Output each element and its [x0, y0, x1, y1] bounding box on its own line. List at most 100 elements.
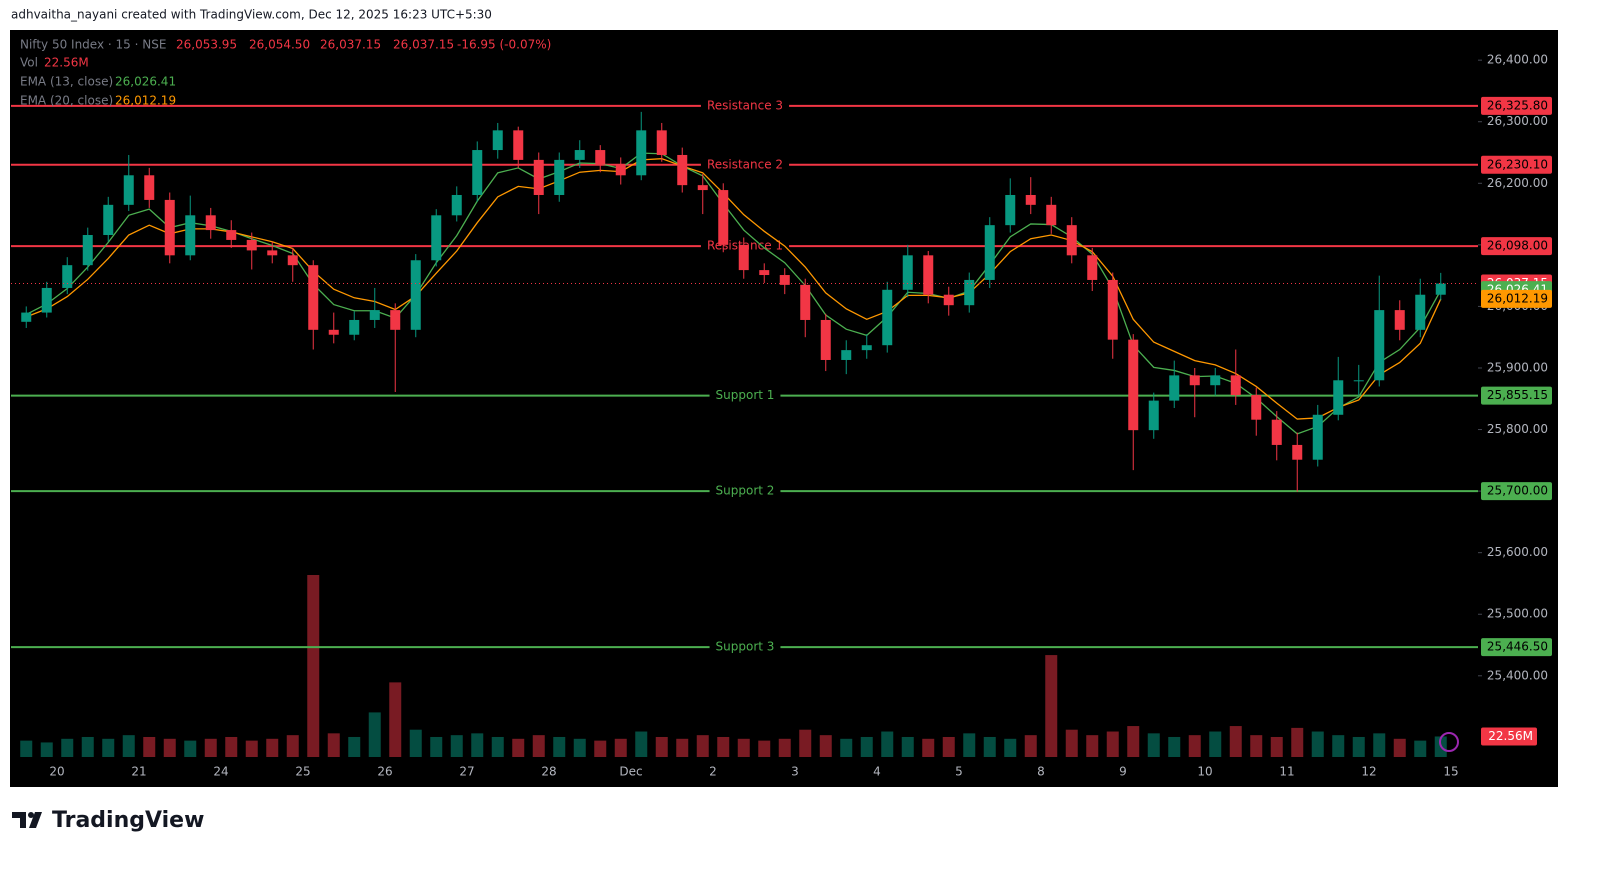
- logo-text: TradingView: [52, 808, 204, 833]
- candle-body: [533, 159, 544, 195]
- volume-bar: [758, 740, 771, 757]
- candle-body: [615, 164, 626, 176]
- candle-body: [1251, 395, 1262, 420]
- ema13-value: 26,026.41: [115, 75, 176, 89]
- credit: adhvaitha_nayani created with TradingVie…: [11, 8, 492, 22]
- volume-bar: [184, 740, 197, 757]
- volume-bar: [573, 738, 586, 757]
- level-price-box: [1481, 237, 1552, 256]
- volume-bar: [594, 740, 607, 757]
- volume-bar: [491, 736, 504, 757]
- x-tick-label: 5: [955, 765, 963, 779]
- ema-price-box: [1481, 289, 1552, 308]
- volume-bar: [204, 738, 217, 757]
- candle-body: [800, 284, 811, 320]
- candle-body: [246, 239, 257, 251]
- level-name: Support 3: [716, 640, 775, 654]
- x-tick-label: 11: [1279, 765, 1294, 779]
- candle-body: [1292, 444, 1303, 460]
- x-tick-label: 12: [1361, 765, 1376, 779]
- candle-body: [595, 150, 606, 165]
- candle-body: [1025, 194, 1036, 205]
- volume-bar: [1311, 731, 1324, 757]
- volume-bar: [922, 738, 935, 757]
- candle-body: [1128, 339, 1139, 431]
- y-tick-label: 25,500.00: [1487, 607, 1548, 621]
- x-tick-label: 9: [1119, 765, 1127, 779]
- legend-open: 26,053.95: [176, 38, 237, 52]
- ema-price-label: 26,012.19: [1487, 291, 1548, 305]
- level-label-bg: [709, 483, 781, 500]
- volume-bar: [799, 729, 812, 757]
- level-label-bg: [700, 156, 790, 173]
- candle-body: [308, 265, 319, 330]
- volume-bar: [737, 738, 750, 757]
- volume-bar: [327, 733, 340, 757]
- level-price: 25,700.00: [1487, 484, 1548, 498]
- volume-bar: [1004, 738, 1017, 757]
- volume-bar: [307, 575, 320, 757]
- volume-bar: [1168, 736, 1181, 757]
- x-tick-label: 28: [541, 765, 556, 779]
- volume-bar: [942, 736, 955, 757]
- legend: Nifty 50 Index · 15 · NSE 26,053.95 26,0…: [20, 38, 551, 108]
- volume-bar: [717, 736, 730, 757]
- candle-body: [984, 225, 995, 280]
- candle-body: [82, 235, 93, 266]
- candle-body: [554, 159, 565, 195]
- x-tick-label: 20: [49, 765, 64, 779]
- volume-bar: [409, 729, 422, 757]
- candle-body: [574, 150, 585, 160]
- volume-name: Vol: [20, 56, 38, 70]
- volume-bar: [778, 738, 791, 757]
- volume-bar: [430, 736, 443, 757]
- volume-bar: [1147, 733, 1160, 757]
- volume-bar: [1209, 731, 1222, 757]
- x-tick-label: 3: [791, 765, 799, 779]
- ema20-value: 26,012.19: [115, 94, 176, 108]
- candle-body: [1210, 375, 1221, 386]
- level-name: Support 2: [716, 484, 775, 498]
- candle-body: [1046, 204, 1057, 226]
- volume-bar: [1188, 735, 1201, 757]
- volume-bar: [245, 740, 258, 757]
- candle-body: [144, 175, 155, 200]
- candle-body: [718, 190, 729, 245]
- volume-bar: [1332, 735, 1345, 757]
- candle-body: [62, 265, 73, 288]
- volume-bar: [1250, 735, 1263, 757]
- x-tick-label: 10: [1197, 765, 1212, 779]
- candle-body: [636, 130, 647, 176]
- volume-bar: [471, 733, 484, 757]
- candle-body: [656, 130, 667, 155]
- candle-body: [1066, 225, 1077, 256]
- level-name: Resistance 2: [707, 157, 783, 171]
- candle-body: [226, 230, 237, 240]
- level-label-bg: [709, 639, 781, 656]
- y-tick-label: 25,800.00: [1487, 422, 1548, 436]
- level-price-box: [1481, 482, 1552, 501]
- candle-body: [1415, 294, 1426, 330]
- logo: TradingView: [12, 808, 204, 833]
- candle-body: [1333, 380, 1344, 415]
- level-name: Support 1: [716, 388, 775, 402]
- x-tick-label: 8: [1037, 765, 1045, 779]
- volume-bar: [225, 736, 238, 757]
- volume-bar: [1291, 727, 1304, 757]
- candle-body: [267, 250, 278, 256]
- y-tick-label: 25,900.00: [1487, 360, 1548, 374]
- candle-body: [1189, 375, 1200, 386]
- symbol: Nifty 50 Index · 15 · NSE: [20, 38, 166, 52]
- candle-body: [1169, 375, 1180, 401]
- volume-bar: [983, 736, 996, 757]
- candle-body: [1148, 400, 1159, 431]
- volume-bar: [655, 736, 668, 757]
- volume-bar: [1352, 736, 1365, 757]
- level-price: 25,855.15: [1487, 388, 1548, 402]
- volume-bar: [963, 733, 976, 757]
- candle-body: [123, 175, 134, 205]
- candle-body: [902, 255, 913, 290]
- volume-bar: [1106, 731, 1119, 757]
- volume-bar: [81, 736, 94, 757]
